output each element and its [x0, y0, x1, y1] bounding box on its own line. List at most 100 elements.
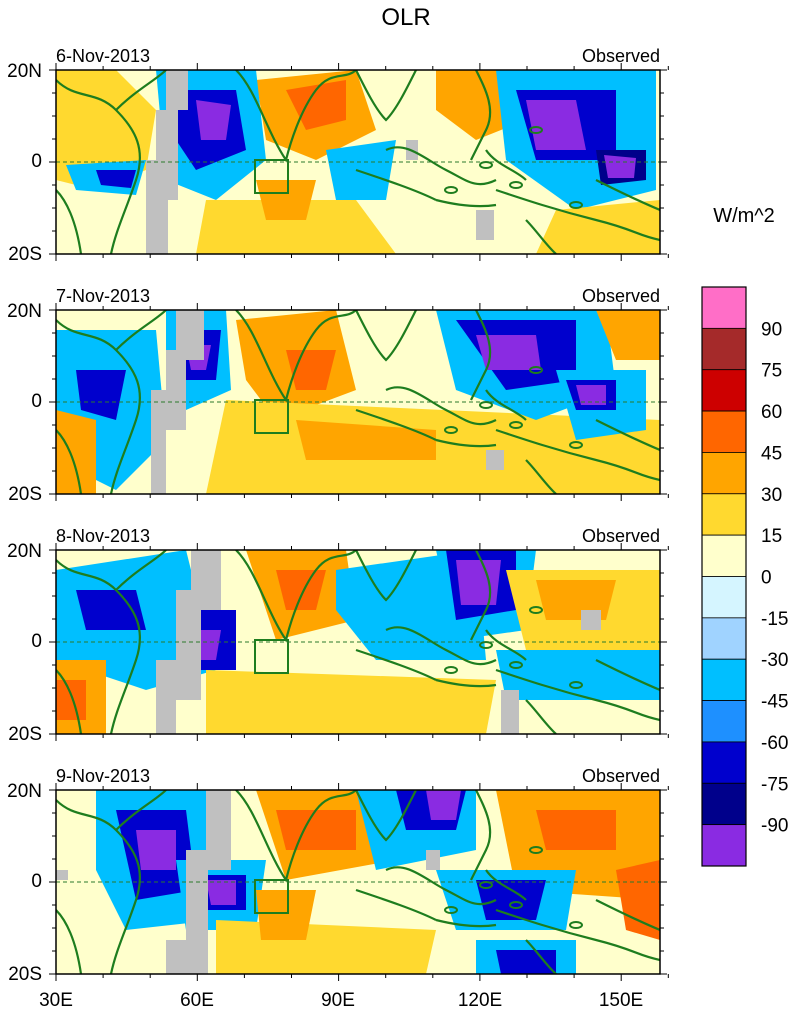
olr-contour-region: [276, 810, 356, 850]
colorbar-label: 60: [761, 402, 782, 423]
coastline: [56, 429, 83, 494]
missing-data-area: [151, 390, 166, 494]
coastline: [470, 550, 492, 641]
olr-contour-region: [476, 880, 546, 920]
coastline: [235, 310, 357, 403]
panel-date-label: 9-Nov-2013: [56, 766, 150, 786]
coastline: [495, 188, 660, 242]
coastline: [115, 310, 167, 351]
olr-contour-region: [596, 310, 660, 360]
lat-label: 20S: [8, 724, 42, 745]
colorbar-label: 30: [761, 485, 782, 506]
lat-label: 20N: [7, 61, 42, 82]
missing-data-area: [426, 850, 440, 870]
coastline: [595, 659, 660, 692]
colorbar-label: 45: [761, 443, 782, 464]
map-field: [49, 63, 669, 261]
coastline: [355, 70, 417, 122]
coastline: [355, 888, 437, 921]
coastline: [485, 869, 527, 901]
lat-label: 0: [31, 631, 42, 652]
coastline: [435, 678, 497, 688]
olr-contour-region: [206, 670, 496, 734]
colorbar-label: -15: [761, 609, 788, 630]
island-outline: [444, 666, 458, 674]
colorbar-swatch: [701, 617, 747, 660]
map-panel-3: 8-Nov-2013 Observed 20N 0 20S: [7, 526, 669, 745]
coastline: [595, 179, 660, 212]
colorbar-swatch: [701, 327, 747, 371]
longitude-axis-labels: 30E 60E 90E 120E 150E: [39, 990, 643, 1011]
map-field: [49, 543, 669, 741]
coastline: [525, 699, 557, 734]
coastline: [525, 459, 557, 494]
lon-label-120e: 120E: [458, 990, 502, 1011]
missing-data-area: [166, 350, 186, 430]
coastline: [470, 790, 492, 881]
panel-date-label: 6-Nov-2013: [56, 46, 150, 66]
missing-data-area: [476, 210, 494, 240]
target-region-box: [254, 159, 289, 194]
map-ticks: [49, 303, 669, 501]
lon-label-150e: 150E: [599, 990, 643, 1011]
lat-label: 20N: [7, 781, 42, 802]
colorbar-swatch: [701, 824, 747, 867]
lat-label: 20N: [7, 541, 42, 562]
missing-data-area: [206, 790, 231, 870]
lon-label-60e: 60E: [180, 990, 214, 1011]
colorbar-swatch: [701, 741, 747, 784]
colorbar-swatch: [701, 534, 747, 577]
missing-data-area: [186, 850, 208, 974]
colorbar-label: 90: [761, 319, 782, 340]
coastline: [56, 559, 141, 734]
island-outline: [529, 126, 543, 134]
map-ticks: [49, 543, 669, 741]
panel-source-label: Observed: [582, 286, 660, 306]
missing-data-area: [486, 450, 504, 470]
olr-contour-region: [56, 70, 156, 190]
lon-label-90e: 90E: [321, 990, 355, 1011]
island-outline: [509, 661, 523, 669]
island-outline: [569, 921, 583, 929]
coastline: [595, 899, 660, 932]
coastline: [56, 189, 83, 254]
colorbar-frame: [701, 286, 747, 867]
panel-source-label: Observed: [582, 766, 660, 786]
map-panel-2: 7-Nov-2013 Observed 20N 0 20S: [7, 286, 669, 505]
colorbar-label: -30: [761, 650, 788, 671]
colorbar-swatch: [701, 700, 747, 743]
panel-date-label: 8-Nov-2013: [56, 526, 150, 546]
coastline: [495, 668, 660, 722]
map-panels: 6-Nov-2013 Observed 20N 0 20S 7-Nov-2013 Obser…: [7, 46, 669, 985]
coastline: [385, 386, 497, 426]
coastline: [435, 918, 497, 928]
coastline: [525, 939, 557, 974]
island-outline: [529, 846, 543, 854]
olr-contour-region: [96, 170, 136, 188]
olr-contour-region: [456, 560, 501, 605]
panel-source-label: Observed: [582, 46, 660, 66]
coastline: [115, 550, 167, 591]
olr-contour-region: [326, 140, 396, 200]
olr-contour-region: [256, 180, 316, 220]
coastline: [495, 908, 660, 962]
missing-data-area: [176, 590, 201, 700]
coastline: [485, 629, 527, 661]
lat-label: 20S: [8, 484, 42, 505]
olr-contour-region: [56, 680, 86, 720]
olr-contour-region: [136, 830, 176, 870]
coastline: [56, 319, 141, 494]
island-outline: [444, 906, 458, 914]
missing-data-area: [156, 660, 176, 734]
coastline: [385, 146, 497, 186]
colorbar-label: -60: [761, 733, 788, 754]
colorbar-swatch: [701, 658, 747, 701]
coastline: [470, 310, 492, 401]
missing-data-area: [166, 70, 188, 110]
target-region-box: [254, 399, 289, 434]
island-outline: [569, 441, 583, 449]
coastline: [115, 790, 167, 831]
colorbar: 90 75 60 45 30 15 0 -15 -30 -45 -60 -75 -90: [701, 286, 788, 867]
olr-contour-region: [426, 790, 461, 820]
olr-contour-region: [616, 860, 660, 940]
